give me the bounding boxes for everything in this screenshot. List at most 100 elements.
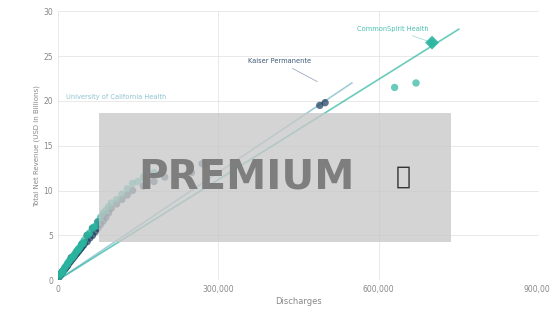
- Point: [112, 197, 121, 202]
- Point: [94, 219, 102, 224]
- Point: [94, 226, 102, 231]
- Point: [71, 251, 80, 256]
- Point: [67, 255, 75, 260]
- Point: [411, 80, 420, 86]
- Point: [96, 215, 105, 220]
- Point: [96, 222, 105, 227]
- Point: [315, 103, 324, 108]
- Point: [66, 259, 75, 264]
- Point: [73, 248, 82, 253]
- Point: [82, 239, 91, 244]
- Point: [54, 275, 63, 280]
- Point: [64, 261, 73, 267]
- Point: [62, 265, 70, 270]
- Point: [72, 249, 81, 254]
- Point: [69, 254, 78, 260]
- Point: [99, 210, 108, 215]
- Point: [60, 265, 69, 270]
- Point: [74, 246, 83, 251]
- Point: [321, 100, 329, 105]
- Point: [76, 243, 85, 249]
- Point: [63, 260, 72, 266]
- Point: [63, 262, 72, 268]
- Point: [82, 233, 91, 238]
- Point: [118, 192, 127, 197]
- Point: [134, 179, 142, 184]
- X-axis label: Discharges: Discharges: [275, 297, 322, 306]
- Point: [73, 251, 81, 256]
- Point: [160, 175, 169, 180]
- Point: [55, 274, 64, 279]
- Point: [78, 242, 86, 247]
- Point: [107, 201, 116, 206]
- Point: [99, 218, 108, 223]
- Point: [58, 270, 67, 275]
- Point: [70, 252, 79, 258]
- Point: [77, 245, 86, 251]
- Point: [390, 85, 399, 90]
- Point: [104, 210, 113, 215]
- Point: [60, 266, 69, 271]
- Point: [78, 243, 87, 249]
- Point: [57, 270, 66, 276]
- Point: [88, 226, 97, 231]
- Point: [74, 249, 82, 254]
- Point: [63, 264, 72, 269]
- Point: [74, 247, 82, 252]
- Text: 🔓: 🔓: [396, 165, 411, 189]
- Point: [139, 184, 148, 189]
- Point: [68, 254, 77, 260]
- Point: [101, 215, 110, 220]
- Point: [88, 226, 97, 231]
- Point: [118, 197, 127, 202]
- Point: [68, 255, 76, 260]
- Point: [79, 241, 88, 246]
- Point: [59, 269, 68, 274]
- Point: [80, 241, 89, 246]
- Point: [79, 240, 87, 245]
- Text: FIGURE 4.: FIGURE 4.: [11, 19, 65, 29]
- Point: [65, 260, 74, 265]
- Text: U.S. HEALTH SYSTEM NET REVENUE VS. TOTAL DISCHARGES,
BY OWNERSHIP TYPE, 2022: U.S. HEALTH SYSTEM NET REVENUE VS. TOTAL…: [69, 14, 332, 34]
- Point: [62, 264, 71, 269]
- Point: [88, 233, 97, 238]
- Point: [128, 188, 137, 193]
- Point: [107, 206, 116, 211]
- Point: [82, 233, 91, 238]
- Text: University of California Health: University of California Health: [66, 94, 166, 100]
- Point: [99, 213, 108, 218]
- Point: [60, 267, 69, 272]
- Point: [91, 229, 100, 234]
- Point: [76, 246, 85, 251]
- Point: [428, 40, 437, 45]
- Point: [63, 261, 72, 267]
- Point: [128, 181, 137, 186]
- Point: [63, 263, 72, 268]
- Point: [58, 269, 67, 274]
- Point: [198, 161, 207, 166]
- Point: [58, 269, 67, 274]
- Text: CommonSpirit Health: CommonSpirit Health: [357, 26, 430, 42]
- Point: [94, 219, 102, 224]
- Point: [72, 251, 80, 257]
- Point: [112, 201, 121, 206]
- Point: [84, 232, 93, 237]
- Point: [79, 242, 88, 248]
- Point: [58, 270, 67, 275]
- Point: [91, 224, 100, 229]
- Point: [67, 256, 75, 261]
- Point: [67, 257, 76, 262]
- Point: [70, 253, 79, 259]
- Point: [56, 272, 65, 277]
- Y-axis label: Total Net Revenue (USD in Billions): Total Net Revenue (USD in Billions): [34, 85, 40, 207]
- Point: [59, 268, 68, 273]
- Point: [61, 266, 70, 271]
- Text: PREMIUM: PREMIUM: [139, 157, 355, 197]
- Point: [57, 271, 65, 277]
- Point: [56, 273, 64, 278]
- Point: [56, 272, 65, 277]
- Point: [75, 248, 84, 253]
- Point: [80, 237, 89, 242]
- Point: [72, 250, 81, 255]
- Point: [69, 253, 78, 259]
